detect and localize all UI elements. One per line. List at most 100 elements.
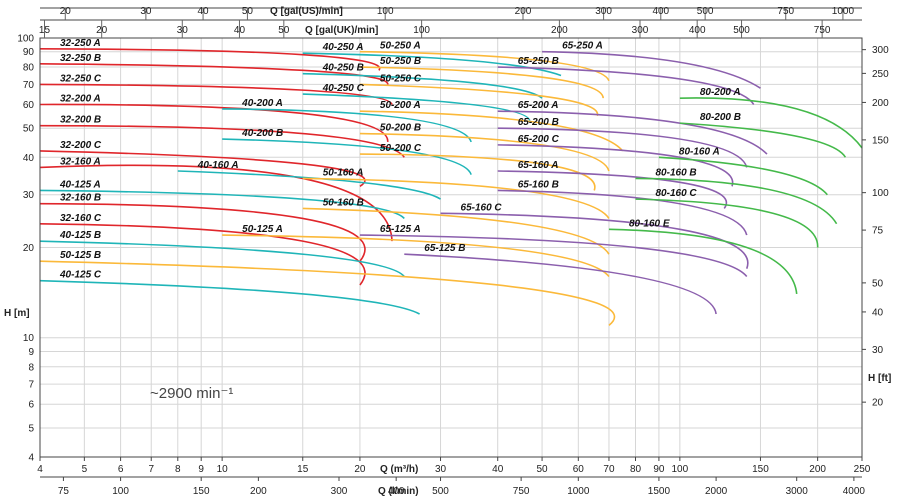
y-tick-label-m: 70	[23, 80, 35, 91]
curve-label: 50-200 B	[380, 123, 421, 134]
pump-curve-80-200-a	[679, 97, 863, 149]
pump-curve-50-250-b	[359, 66, 604, 99]
curve-label: 50-250 A	[380, 41, 421, 52]
pump-curve-50-125-a	[222, 234, 610, 278]
pump-curve-65-250-a	[542, 50, 761, 89]
pump-curves	[39, 48, 863, 326]
pump-curve-65-200-b	[497, 127, 748, 168]
pump-curve-32-160-b	[39, 202, 366, 262]
y-tick-label-m: 9	[28, 347, 34, 358]
x-tick-label-lmin: 75	[58, 486, 70, 497]
curve-label: 32-200 C	[60, 140, 102, 151]
x-tick-label-gal-us: 1000	[832, 6, 855, 17]
y-tick-label-ft: 300	[872, 45, 889, 56]
curve-label: 50-250 B	[380, 56, 421, 67]
x-tick-label-gal-us: 300	[595, 6, 612, 17]
x-tick-label-m3h: 15	[297, 464, 309, 475]
y-tick-label-m: 6	[28, 400, 34, 411]
y-tick-label-m: 8	[28, 362, 34, 373]
curve-label: 65-200 A	[518, 100, 559, 111]
curve-label: 65-125 A	[380, 224, 421, 235]
pump-curve-65-125-a	[359, 234, 748, 278]
curve-label: 32-250 B	[60, 53, 101, 64]
y-tick-label-ft: 75	[872, 226, 884, 237]
x-tick-label-gal-uk: 750	[814, 25, 831, 36]
x-axis-title-lmin: Q (l/min)	[378, 486, 419, 497]
x-tick-label-lmin: 4000	[843, 486, 866, 497]
curve-label: 40-160 A	[197, 160, 239, 171]
x-tick-label-m3h: 60	[573, 464, 585, 475]
curve-label: 65-125 B	[424, 243, 465, 254]
y-tick-label-ft: 200	[872, 98, 889, 109]
curve-label: 80-160 C	[656, 188, 698, 199]
pump-curve-50-250-a	[359, 50, 610, 82]
pump-curve-80-200-b	[679, 122, 847, 158]
curve-label: 50-125 A	[242, 224, 283, 235]
x-tick-label-gal-us: 200	[515, 6, 532, 17]
y-tick-label-m: 30	[23, 190, 35, 201]
curve-label: 50-160 B	[323, 197, 364, 208]
curve-label: 32-160 A	[60, 156, 101, 167]
x-tick-label-gal-uk: 20	[96, 25, 108, 36]
y-tick-label-m: 60	[23, 100, 35, 111]
curve-label: 40-250 A	[322, 42, 364, 53]
pump-curve-50-160-b	[302, 207, 610, 255]
y-tick-label-ft: 150	[872, 135, 889, 146]
x-tick-label-m3h: 250	[854, 464, 871, 475]
curve-label: 40-125 C	[59, 270, 102, 281]
pump-curve-65-160-a	[497, 170, 727, 209]
pump-curve-65-250-b	[497, 66, 755, 105]
x-tick-label-lmin: 500	[432, 486, 449, 497]
curve-label: 40-200 A	[241, 98, 283, 109]
pump-curve-80-160-c	[635, 198, 819, 248]
x-tick-label-gal-us: 20	[60, 6, 72, 17]
pump-curve-32-160-a	[39, 164, 393, 242]
curve-label: 32-160 C	[60, 213, 102, 224]
x-tick-label-gal-us: 30	[140, 6, 152, 17]
pump-curve-32-250-a	[39, 48, 381, 71]
x-axis-title-m3h: Q (m³/h)	[380, 464, 418, 475]
curve-label: 32-250 A	[60, 38, 101, 49]
curve-label: 40-125 B	[59, 230, 101, 241]
y-tick-label-m: 100	[17, 34, 34, 45]
curve-label: 65-160 B	[518, 179, 559, 190]
pump-curve-40-200-b	[222, 138, 472, 175]
pump-curve-65-160-c	[440, 212, 749, 269]
x-tick-label-lmin: 150	[193, 486, 210, 497]
x-tick-label-gal-uk: 500	[733, 25, 750, 36]
y-tick-label-m: 80	[23, 63, 35, 74]
axes: 4 5 6 7 8 9 10 15 20 30 40 50 60 70 80 90 100 150 200 25075…	[4, 6, 891, 497]
curve-label: 40-250 B	[322, 63, 364, 74]
x-tick-label-m3h: 4	[37, 464, 43, 475]
curve-label: 32-160 B	[60, 193, 101, 204]
pump-curve-40-125-c	[39, 279, 420, 315]
x-tick-label-lmin: 200	[250, 486, 267, 497]
x-tick-label-m3h: 9	[198, 464, 204, 475]
curve-label: 32-200 B	[60, 115, 101, 126]
y-tick-label-m: 4	[28, 453, 34, 464]
pump-curve-40-250-a	[302, 52, 562, 77]
y-tick-label-ft: 100	[872, 188, 889, 199]
y-axis-title-ft: H [ft]	[868, 373, 891, 384]
x-tick-label-lmin: 1500	[648, 486, 671, 497]
curve-label: 50-160 A	[323, 167, 364, 178]
x-tick-label-lmin: 3000	[786, 486, 809, 497]
x-tick-label-gal-uk: 200	[551, 25, 568, 36]
curve-label: 65-250 B	[518, 56, 559, 67]
x-tick-label-m3h: 200	[809, 464, 826, 475]
pump-curve-50-125-b	[39, 260, 616, 326]
x-tick-label-gal-us: 50	[242, 6, 254, 17]
x-axis-title-gal-uk: Q [gal(UK)/min]	[305, 25, 378, 36]
x-tick-label-m3h: 10	[217, 464, 229, 475]
curve-label: 65-250 A	[562, 41, 603, 52]
pump-curve-40-250-b	[302, 72, 543, 99]
y-tick-label-m: 5	[28, 423, 34, 434]
curve-label: 65-160 A	[518, 160, 559, 171]
x-tick-label-gal-uk: 40	[234, 25, 246, 36]
pump-curve-80-160-e	[608, 228, 798, 295]
curve-label: 32-200 A	[60, 93, 101, 104]
x-tick-label-lmin: 300	[331, 486, 348, 497]
x-tick-label-m3h: 100	[672, 464, 689, 475]
y-tick-label-ft: 50	[872, 278, 884, 289]
x-tick-label-gal-uk: 100	[413, 25, 430, 36]
